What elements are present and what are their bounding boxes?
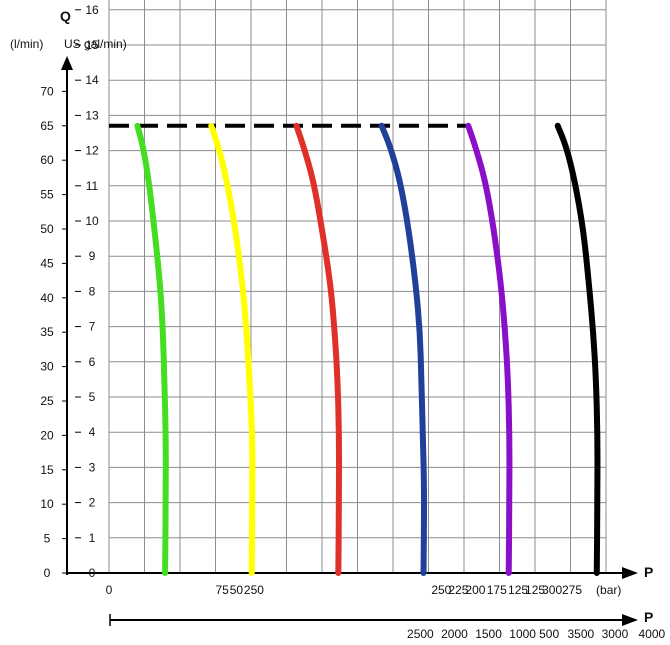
gpm-tick-label: 14 [85, 73, 99, 87]
gpm-tick-label: 4 [89, 425, 96, 439]
lpm-tick-label: 40 [40, 291, 54, 305]
gpm-tick-label: 10 [85, 214, 99, 228]
axes [61, 56, 638, 626]
psi-tick-label: 1500 [475, 627, 502, 641]
tick-marks: 0510152025303540455055606570012345678910… [40, 3, 666, 641]
bar-tick-label: 75 [216, 583, 230, 597]
psi-tick-label: 3000 [602, 627, 629, 641]
series-curve-3 [293, 122, 343, 576]
lpm-tick-label: 25 [40, 394, 54, 408]
lpm-tick-label: 55 [40, 188, 54, 202]
bar-tick-label: (bar) [596, 583, 621, 597]
psi-tick-label: 3500 [568, 627, 595, 641]
bar-tick-label: 50 [230, 583, 244, 597]
gpm-tick-label: 9 [89, 249, 96, 263]
gpm-tick-label: 11 [86, 179, 99, 193]
gpm-tick-label: 7 [89, 320, 96, 334]
gpm-tick-label: 6 [89, 355, 96, 369]
lpm-tick-label: 15 [40, 463, 54, 477]
bar-tick-label: 275 [562, 583, 582, 597]
lpm-tick-label: 20 [40, 428, 54, 442]
x-axis-title-psi: P [644, 609, 653, 625]
bar-tick-label: 250 [431, 583, 451, 597]
gpm-tick-label: 16 [85, 3, 99, 17]
bar-tick-label: 125 [525, 583, 545, 597]
series-curve-6 [554, 122, 601, 576]
gpm-tick-label: 3 [89, 460, 96, 474]
gpm-tick-label: 8 [89, 284, 96, 298]
gpm-tick-label: 5 [89, 390, 96, 404]
gpm-tick-label: 1 [89, 531, 96, 545]
bar-tick-label: 250 [244, 583, 264, 597]
lpm-tick-label: 70 [40, 84, 54, 98]
psi-tick-label: 4000 [639, 627, 666, 641]
series-layer [109, 122, 601, 576]
y-axis-unit-lpm: (l/min) [10, 37, 43, 51]
bar-tick-label: 300 [542, 583, 562, 597]
x-axis-arrow-psi [622, 614, 638, 626]
lpm-tick-label: 50 [40, 222, 54, 236]
gpm-tick-label: 15 [85, 38, 99, 52]
bar-tick-label: 200 [465, 583, 485, 597]
grid [108, 0, 607, 574]
lpm-tick-label: 65 [40, 119, 54, 133]
series-curve-2 [208, 122, 256, 576]
psi-tick-label: 500 [539, 627, 559, 641]
y-axis-unit-gpm: US gal/min) [64, 37, 127, 51]
x-axis-title-bar: P [644, 564, 653, 580]
x-axis-arrow-bar [622, 567, 638, 579]
lpm-tick-label: 35 [40, 325, 54, 339]
series-curve-5 [465, 122, 513, 576]
psi-tick-label: 2000 [441, 627, 468, 641]
lpm-tick-label: 0 [44, 566, 51, 580]
series-curve-4 [378, 122, 428, 576]
gpm-tick-label: 2 [89, 496, 96, 510]
bar-tick-label: 0 [106, 583, 113, 597]
psi-tick-label: 2500 [407, 627, 434, 641]
lpm-tick-label: 5 [44, 532, 51, 546]
series-curve-1 [134, 122, 169, 576]
gpm-tick-label: 12 [85, 144, 99, 158]
psi-tick-label: 1000 [509, 627, 536, 641]
lpm-tick-label: 10 [40, 497, 54, 511]
gpm-tick-label: 0 [89, 566, 96, 580]
bar-tick-label: 175 [487, 583, 507, 597]
bar-tick-label: 125 [508, 583, 528, 597]
bar-tick-label: 225 [448, 583, 468, 597]
lpm-tick-label: 60 [40, 153, 54, 167]
lpm-tick-label: 30 [40, 360, 54, 374]
y-axis-title: Q [60, 8, 71, 24]
lpm-tick-label: 45 [40, 256, 54, 270]
gpm-tick-label: 13 [85, 108, 99, 122]
y-axis-arrow [61, 56, 73, 70]
